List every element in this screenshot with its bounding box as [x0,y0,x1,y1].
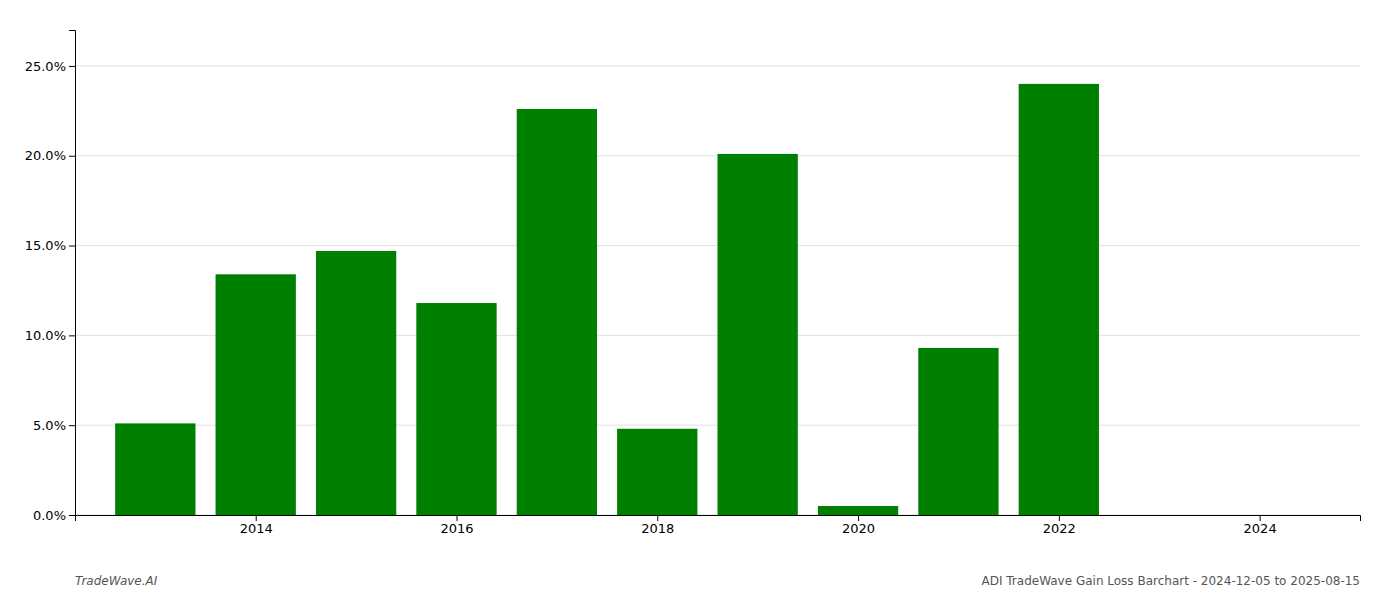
x-tick: 2020 [842,515,875,536]
y-tick: 20.0% [25,148,75,163]
y-tick-mark [69,66,75,67]
bar [416,303,496,515]
y-tick: 25.0% [25,59,75,74]
y-tick-mark [69,335,75,336]
y-tick-label: 20.0% [25,148,66,163]
x-tick: 2018 [641,515,674,536]
y-tick-mark [69,156,75,157]
y-tick-mark [69,425,75,426]
x-tick-label: 2018 [641,521,674,536]
y-tick-label: 0.0% [33,508,66,523]
y-axis-line [69,31,76,516]
x-tick-label: 2022 [1043,521,1076,536]
x-tick: 2024 [1244,515,1277,536]
y-tick: 0.0% [33,508,75,523]
bar [1019,84,1099,515]
y-axis: 0.0% 5.0% 10.0% 15.0% 20.0% 25.0% [25,31,76,523]
y-tick: 10.0% [25,328,75,343]
x-tick-mark [1059,515,1060,521]
chart-container: 2014 2016 2018 2020 2022 2024 0.0% 5.0% 10.0% 15.… [0,0,1400,600]
x-axis-line [76,516,1361,522]
x-tick: 2016 [440,515,473,536]
x-tick-label: 2024 [1244,521,1277,536]
chart: 2014 2016 2018 2020 2022 2024 0.0% 5.0% 10.0% 15.… [0,0,1400,600]
bar [517,109,597,515]
bar [818,506,898,515]
x-tick-mark [1260,515,1261,521]
x-tick-mark [657,515,658,521]
x-axis: 2014 2016 2018 2020 2022 2024 [76,515,1361,536]
y-tick-mark [69,246,75,247]
x-tick-mark [858,515,859,521]
annotation: TradeWave.AI [75,574,158,588]
y-tick: 5.0% [33,418,75,433]
x-tick: 2022 [1043,515,1076,536]
x-tick-mark [256,515,257,521]
bar [718,154,798,515]
bar [918,348,998,515]
y-tick-label: 25.0% [25,59,66,74]
grid [75,66,1360,515]
bar [1119,515,1199,516]
plot-area [115,84,1099,515]
x-tick-label: 2016 [440,521,473,536]
y-tick-mark [69,515,75,516]
x-tick-label: 2020 [842,521,875,536]
y-tick-label: 10.0% [25,328,66,343]
y-tick-label: 5.0% [33,418,66,433]
annotation: ADI TradeWave Gain Loss Barchart - 2024-… [981,574,1360,588]
bar [316,251,396,515]
annotations: TradeWave.AI ADI TradeWave Gain Loss Barc… [75,574,1360,588]
bar [115,423,195,515]
x-tick: 2014 [240,515,273,536]
x-tick-label: 2014 [240,521,273,536]
bar [617,429,697,515]
y-tick-label: 15.0% [25,238,66,253]
bar [216,274,296,515]
x-tick-mark [456,515,457,521]
y-tick: 15.0% [25,238,75,253]
grid-line [75,65,1360,66]
